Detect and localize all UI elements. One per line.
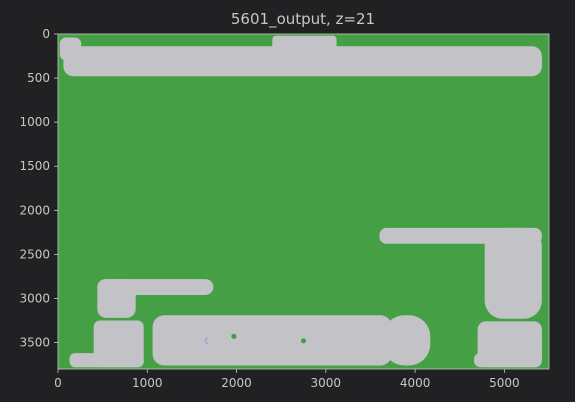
y-tick-label: 1500 bbox=[19, 159, 50, 173]
plot-area bbox=[57, 33, 550, 370]
region-top-band-left-nub bbox=[59, 37, 82, 61]
y-tick-label: 2500 bbox=[19, 247, 50, 261]
x-tick-label: 0 bbox=[54, 376, 62, 390]
region-top-band bbox=[63, 46, 542, 77]
x-axis: 0 1000 2000 3000 4000 5000 bbox=[54, 369, 520, 390]
region-left-bar bbox=[97, 279, 214, 295]
region-bottom-round-right bbox=[383, 315, 431, 366]
regions-layer bbox=[59, 35, 542, 368]
chart-title: 5601_output, z=21 bbox=[231, 10, 375, 29]
y-tick-label: 3500 bbox=[19, 336, 50, 350]
x-tick-label: 5000 bbox=[489, 376, 520, 390]
region-bottom-main bbox=[152, 315, 392, 366]
plot-background bbox=[58, 34, 549, 369]
y-tick-label: 3000 bbox=[19, 291, 50, 305]
y-tick-label: 2000 bbox=[19, 203, 50, 217]
y-axis: 0 500 1000 1500 2000 2500 3000 3500 bbox=[19, 27, 58, 350]
x-tick-label: 4000 bbox=[400, 376, 431, 390]
x-tick-label: 3000 bbox=[311, 376, 342, 390]
marker-arc-1 bbox=[205, 337, 208, 345]
region-top-band-center-tab bbox=[272, 35, 337, 52]
region-bottom-left-strip bbox=[69, 353, 144, 368]
plot-frame bbox=[57, 33, 550, 370]
marker-dot-1 bbox=[231, 333, 237, 339]
marker-dot-2 bbox=[300, 338, 307, 344]
x-tick-label: 1000 bbox=[132, 376, 163, 390]
region-bottom-right-strip bbox=[474, 353, 542, 368]
region-right-column bbox=[484, 227, 542, 319]
y-tick-label: 1000 bbox=[19, 115, 50, 129]
markers-layer bbox=[205, 333, 307, 345]
y-tick-label: 0 bbox=[42, 27, 50, 41]
x-tick-label: 2000 bbox=[221, 376, 252, 390]
y-tick-label: 500 bbox=[27, 71, 50, 85]
